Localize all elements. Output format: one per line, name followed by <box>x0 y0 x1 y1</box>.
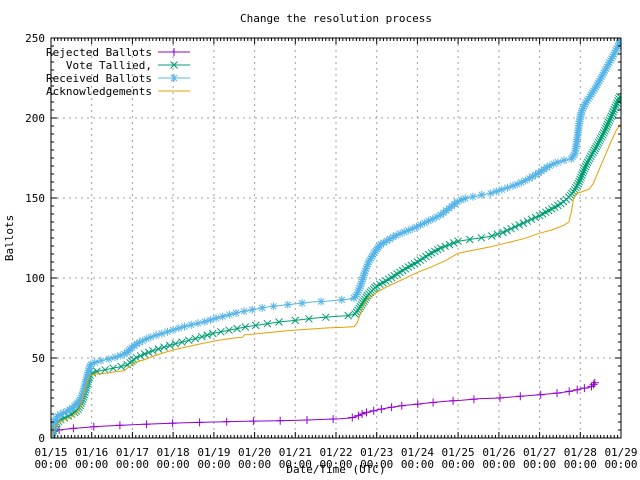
x-tick-time: 00:00 <box>482 458 515 471</box>
x-tick-date: 01/26 <box>482 446 515 459</box>
legend-label: Vote Tallied, <box>66 59 152 72</box>
x-tick-time: 00:00 <box>319 458 352 471</box>
x-tick-time: 00:00 <box>238 458 271 471</box>
y-tick-label: 100 <box>25 272 45 285</box>
legend-sample-received-ballots <box>158 74 190 82</box>
x-tick-date: 01/27 <box>523 446 556 459</box>
series-markers-vote-tallied <box>51 92 621 438</box>
series-acknowledgements <box>51 124 621 438</box>
x-tick-time: 00:00 <box>442 458 475 471</box>
x-tick-date: 01/21 <box>279 446 312 459</box>
y-tick-label: 150 <box>25 192 45 205</box>
x-tick-time: 00:00 <box>564 458 597 471</box>
x-tick-date: 01/20 <box>238 446 271 459</box>
x-tick-date: 01/29 <box>604 446 637 459</box>
legend-label: Received Ballots <box>46 72 152 85</box>
x-tick-date: 01/28 <box>564 446 597 459</box>
series-layer <box>51 38 621 438</box>
x-tick-time: 00:00 <box>523 458 556 471</box>
x-tick-date: 01/24 <box>401 446 434 459</box>
x-tick-time: 00:00 <box>279 458 312 471</box>
x-tick-date: 01/25 <box>442 446 475 459</box>
x-tick-time: 00:00 <box>34 458 67 471</box>
legend-entry-vote-tallied: Vote Tallied, <box>66 59 190 72</box>
x-tick-time: 00:00 <box>360 458 393 471</box>
x-tick-time: 00:00 <box>157 458 190 471</box>
y-tick-label: 50 <box>32 352 45 365</box>
series-vote-tallied <box>51 92 621 438</box>
x-tick-time: 00:00 <box>604 458 637 471</box>
legend-entry-received-ballots: Received Ballots <box>46 72 190 85</box>
legend-sample-vote-tallied <box>158 61 190 69</box>
legend-label: Rejected Ballots <box>46 46 152 59</box>
x-tick-time: 00:00 <box>401 458 434 471</box>
x-tick-labels: 01/1500:0001/1600:0001/1700:0001/1800:00… <box>34 446 637 471</box>
y-tick-label: 0 <box>38 432 45 445</box>
series-line-acknowledgements <box>51 124 621 438</box>
legend-sample-rejected-ballots <box>158 48 190 56</box>
series-line-rejected-ballots <box>51 381 596 438</box>
series-received-ballots <box>51 38 621 438</box>
legend-entry-rejected-ballots: Rejected Ballots <box>46 46 190 59</box>
x-tick-date: 01/22 <box>319 446 352 459</box>
series-markers-received-ballots <box>51 38 621 438</box>
y-tick-label: 200 <box>25 112 45 125</box>
x-tick-time: 00:00 <box>75 458 108 471</box>
y-tick-labels: 0 50 100 150 200 250 <box>25 32 45 445</box>
x-tick-time: 00:00 <box>197 458 230 471</box>
y-tick-label: 250 <box>25 32 45 45</box>
x-tick-time: 00:00 <box>116 458 149 471</box>
plot-border <box>50 37 622 439</box>
series-markers-rejected-ballots <box>51 378 599 438</box>
x-tick-date: 01/18 <box>157 446 190 459</box>
x-axis-label: Date/Time (UTC) <box>286 463 385 476</box>
grid-lines <box>51 38 621 438</box>
x-tick-date: 01/15 <box>34 446 67 459</box>
chart-title: Change the resolution process <box>240 12 432 25</box>
series-rejected-ballots <box>51 378 599 438</box>
x-tick-date: 01/17 <box>116 446 149 459</box>
legend-entry-acknowledgements: Acknowledgements <box>46 85 190 98</box>
y-axis-label: Ballots <box>3 215 16 261</box>
x-tick-date: 01/16 <box>75 446 108 459</box>
x-tick-date: 01/23 <box>360 446 393 459</box>
x-tick-date: 01/19 <box>197 446 230 459</box>
legend-label: Acknowledgements <box>46 85 152 98</box>
